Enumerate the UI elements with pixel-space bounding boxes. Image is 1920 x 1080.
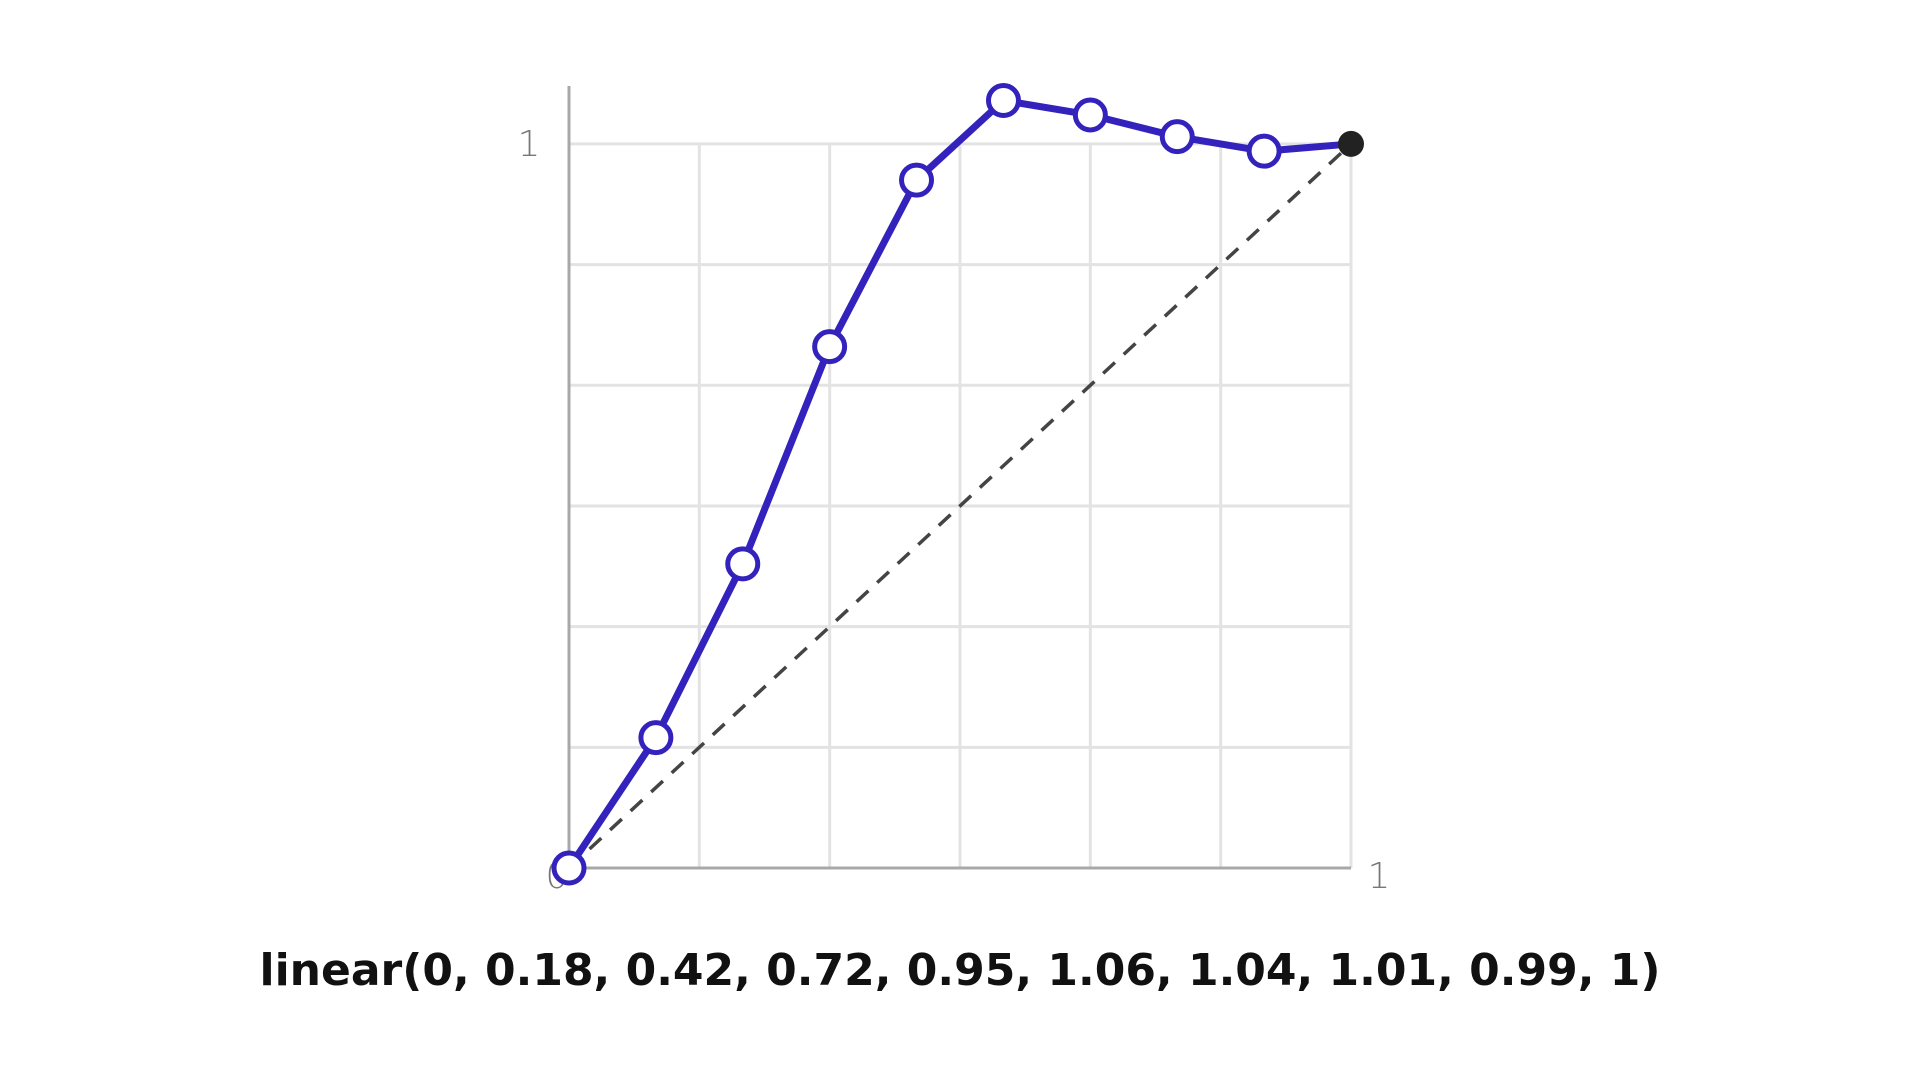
point (1246, 133, 1282, 169)
y-tick-label: 1 (518, 124, 541, 165)
point (1072, 97, 1108, 133)
point (1159, 119, 1195, 155)
point (899, 162, 935, 198)
reference-line (567, 142, 1353, 870)
series-line (566, 96, 1352, 870)
point (985, 82, 1021, 118)
x-tick-label: 1 (1368, 856, 1391, 897)
end-point (1338, 130, 1364, 157)
point (638, 720, 674, 756)
point (551, 850, 587, 886)
point (812, 329, 848, 365)
point (725, 546, 761, 582)
caption: linear(0, 0.18, 0.42, 0.72, 0.95, 1.06, … (260, 945, 1661, 996)
